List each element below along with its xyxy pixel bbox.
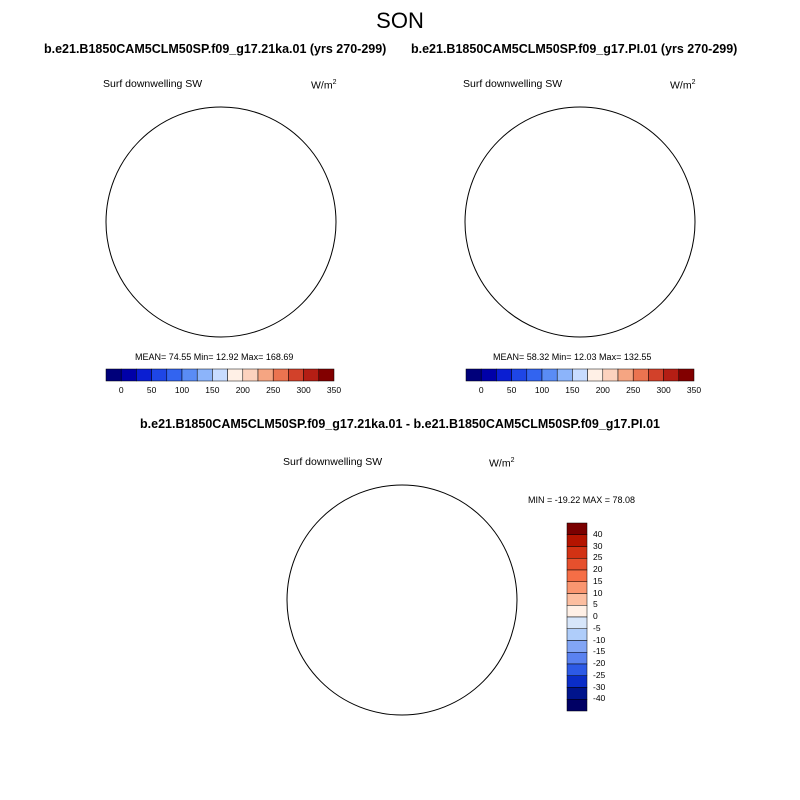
right-colorbar-box bbox=[511, 368, 528, 382]
right-colorbar-tick-label: 350 bbox=[686, 385, 702, 395]
diff-variable-label: Surf downwelling SW bbox=[283, 456, 383, 468]
left-colorbar-tick-label: 0 bbox=[118, 385, 124, 395]
right-colorbar-box bbox=[541, 368, 558, 382]
left-colorbar-box bbox=[196, 368, 213, 382]
diff-colorbar-box bbox=[566, 581, 588, 594]
left-colorbar-tick-label: 100 bbox=[174, 385, 190, 395]
right-colorbar-box bbox=[663, 368, 680, 382]
left-panel-title: b.e21.B1850CAM5CLM50SP.f09_g17.21ka.01 (… bbox=[44, 42, 387, 56]
right-colorbar-box bbox=[526, 368, 543, 382]
diff-colorbar-box bbox=[566, 605, 588, 618]
right-polar-map bbox=[464, 106, 696, 338]
right-units-label: W/m2 bbox=[670, 79, 696, 92]
right-colorbar-tick-label: 150 bbox=[565, 385, 580, 395]
right-variable-label: Surf downwelling SW bbox=[463, 78, 563, 90]
diff-colorbar-box bbox=[566, 675, 588, 688]
diff-panel-title: b.e21.B1850CAM5CLM50SP.f09_g17.21ka.01 -… bbox=[140, 417, 660, 431]
diff-colorbar-tick-label: 25 bbox=[593, 552, 603, 563]
diff-colorbar-box bbox=[566, 699, 588, 712]
left-colorbar-tick-label: 300 bbox=[296, 385, 311, 395]
diff-colorbar-tick-label: 20 bbox=[593, 564, 603, 574]
diff-colorbar bbox=[566, 522, 588, 712]
left-colorbar-box bbox=[166, 368, 183, 382]
left-colorbar-box bbox=[151, 368, 168, 382]
diff-units-label: W/m2 bbox=[489, 457, 515, 470]
left-stats: MEAN= 74.55 Min= 12.92 Max= 168.69 bbox=[135, 352, 294, 362]
left-units-label: W/m2 bbox=[311, 79, 337, 92]
diff-colorbar-tick-label: -10 bbox=[593, 634, 606, 645]
left-colorbar-tick-label: 350 bbox=[326, 385, 342, 395]
diff-colorbar-tick-label: 0 bbox=[593, 611, 598, 621]
diff-colorbar-box bbox=[566, 652, 588, 665]
left-colorbar-box bbox=[303, 368, 320, 382]
right-colorbar-box bbox=[617, 368, 634, 382]
diff-colorbar-tick-label: 15 bbox=[593, 575, 603, 586]
diff-colorbar-box bbox=[566, 687, 588, 700]
diff-colorbar-box bbox=[566, 663, 588, 676]
left-colorbar-box bbox=[242, 368, 259, 382]
diff-colorbar-tick-label: -30 bbox=[593, 681, 606, 692]
left-colorbar-tick-label: 200 bbox=[235, 385, 250, 395]
right-colorbar-tick-label: 100 bbox=[534, 385, 550, 395]
right-colorbar-box bbox=[556, 368, 573, 382]
diff-colorbar-tick-label: -20 bbox=[593, 658, 606, 668]
left-colorbar-box bbox=[105, 368, 122, 382]
diff-colorbar-tick-label: 40 bbox=[593, 528, 603, 539]
right-colorbar-box bbox=[496, 368, 512, 382]
right-colorbar-tick-label: 300 bbox=[656, 385, 671, 395]
left-colorbar bbox=[105, 368, 335, 382]
left-colorbar-box bbox=[120, 368, 137, 382]
left-colorbar-box bbox=[212, 368, 228, 382]
diff-colorbar-tick-label: 5 bbox=[593, 599, 598, 610]
diff-colorbar-tick-label: 30 bbox=[593, 540, 603, 551]
right-colorbar-box bbox=[572, 368, 588, 382]
left-colorbar-tick-label: 250 bbox=[266, 385, 281, 395]
diff-colorbar-box bbox=[566, 569, 588, 582]
right-colorbar-box bbox=[465, 368, 482, 382]
right-colorbar-box bbox=[678, 368, 695, 382]
left-colorbar-box bbox=[318, 368, 335, 382]
left-colorbar-tick-label: 50 bbox=[146, 385, 157, 395]
diff-colorbar-box bbox=[566, 522, 588, 535]
right-colorbar-box bbox=[648, 368, 664, 382]
diff-stats: MIN = -19.22 MAX = 78.08 bbox=[528, 495, 636, 505]
diff-colorbar-box bbox=[566, 640, 588, 653]
right-colorbar bbox=[465, 368, 695, 382]
diff-colorbar-box bbox=[566, 616, 588, 629]
left-colorbar-box bbox=[227, 368, 244, 382]
diff-colorbar-tick-label: -40 bbox=[593, 693, 606, 704]
left-colorbar-box bbox=[181, 368, 198, 382]
diff-colorbar-box bbox=[566, 534, 588, 547]
right-colorbar-tick-label: 50 bbox=[506, 385, 517, 395]
figure-season-title: SON bbox=[376, 8, 424, 33]
left-polar-map bbox=[105, 106, 351, 352]
left-colorbar-box bbox=[288, 368, 304, 382]
right-colorbar-tick-label: 200 bbox=[595, 385, 610, 395]
diff-colorbar-tick-label: -5 bbox=[593, 622, 601, 633]
left-variable-label: Surf downwelling SW bbox=[103, 78, 203, 90]
diff-colorbar-box bbox=[566, 558, 588, 571]
right-colorbar-box bbox=[480, 368, 497, 382]
diff-colorbar-box bbox=[566, 593, 588, 606]
diff-colorbar-tick-label: -15 bbox=[593, 646, 606, 657]
left-colorbar-box bbox=[272, 368, 289, 382]
diff-colorbar-tick-label: 10 bbox=[593, 587, 603, 598]
right-colorbar-box bbox=[587, 368, 604, 382]
diff-colorbar-tick-label: -25 bbox=[593, 669, 606, 680]
diff-colorbar-box bbox=[566, 628, 588, 641]
right-colorbar-tick-label: 250 bbox=[626, 385, 641, 395]
diff-polar-map bbox=[286, 484, 518, 716]
right-colorbar-tick-label: 0 bbox=[478, 385, 484, 395]
right-panel-title: b.e21.B1850CAM5CLM50SP.f09_g17.PI.01 (yr… bbox=[411, 42, 738, 56]
right-colorbar-box bbox=[602, 368, 619, 382]
diff-colorbar-box bbox=[566, 546, 588, 559]
left-colorbar-box bbox=[257, 368, 274, 382]
right-stats: MEAN= 58.32 Min= 12.03 Max= 132.55 bbox=[493, 352, 652, 362]
left-colorbar-box bbox=[136, 368, 152, 382]
left-colorbar-tick-label: 150 bbox=[205, 385, 220, 395]
right-colorbar-box bbox=[632, 368, 649, 382]
